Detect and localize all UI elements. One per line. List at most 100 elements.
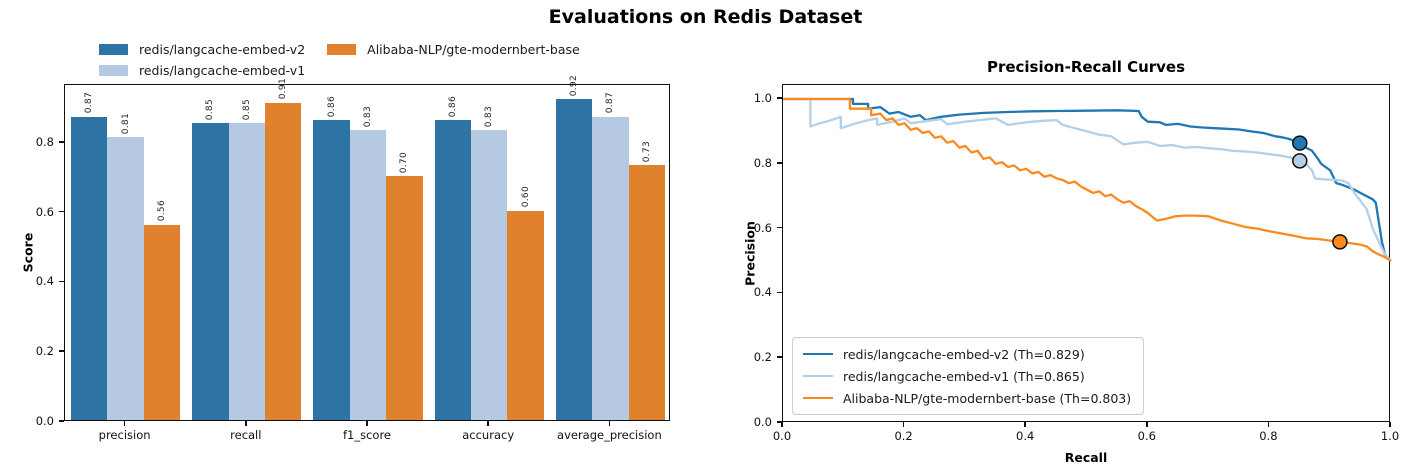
figure-title: Evaluations on Redis Dataset (548, 6, 863, 28)
legend-entry-label: redis/langcache-embed-v2 (Th=0.829) (843, 346, 1085, 362)
bar-value-label: 0.86 (326, 95, 337, 117)
y-tick-mark (59, 210, 64, 213)
bar-recall-v1 (228, 123, 265, 420)
x-tick-label: 0.0 (772, 429, 792, 443)
x-tick-label: 0.2 (894, 429, 913, 443)
legend-entry: redis/langcache-embed-v1 (Th=0.865) (803, 367, 1131, 385)
bar-value-label: 0.60 (520, 186, 531, 208)
pr-curve-2 (783, 97, 1392, 262)
legend-color-swatch (327, 43, 357, 55)
bar-average_precision-v2 (555, 99, 593, 420)
pr-curve-0 (783, 97, 1392, 262)
bar-value-label: 0.70 (399, 151, 410, 173)
y-tick-mark (59, 141, 64, 143)
legend-entry-label: redis/langcache-embed-v1 (139, 62, 306, 78)
x-tick-label: 0.8 (1259, 429, 1278, 443)
x-tick-mark (1024, 422, 1026, 427)
bar-value-label: 0.83 (363, 106, 373, 128)
bar-average_precision-gte (628, 165, 665, 420)
bar-recall-gte (265, 102, 302, 420)
bar-value-label: 0.92 (569, 74, 579, 97)
x-tick-label: 0.4 (1016, 429, 1035, 443)
x-tick-label: 1.0 (1380, 429, 1400, 443)
legend-entry: Alibaba-NLP/gte-modernbert-base (Th=0.80… (803, 389, 1131, 407)
bar-value-label: 0.86 (447, 95, 458, 117)
pr-curve-1 (783, 97, 1392, 262)
y-tick-mark (777, 162, 782, 164)
y-tick-label: 0.0 (753, 415, 772, 429)
legend-column: Alibaba-NLP/gte-modernbert-base (327, 40, 580, 79)
x-tick-label: 0.6 (1137, 429, 1156, 443)
bar-value-label: 0.87 (84, 92, 95, 114)
legend-entry: redis/langcache-embed-v2 (Th=0.829) (803, 345, 1131, 363)
x-tick-mark (123, 421, 126, 426)
legend-entry-label: Alibaba-NLP/gte-modernbert-base (367, 41, 580, 57)
y-tick-mark (777, 421, 782, 423)
bar-value-label: 0.85 (241, 99, 252, 121)
legend-entry: redis/langcache-embed-v1 (99, 61, 305, 79)
y-tick-label: 0.0 (35, 414, 54, 428)
pr-curves-svg (783, 97, 1392, 262)
bar-value-label: 0.81 (120, 113, 131, 135)
legend-entry-label: redis/langcache-embed-v2 (139, 41, 306, 57)
x-tick-mark (366, 421, 368, 426)
x-tick-mark (1267, 422, 1270, 427)
threshold-marker-2 (1332, 234, 1348, 250)
legend-column: redis/langcache-embed-v2 redis/langcache-… (99, 40, 305, 79)
y-tick-label: 0.2 (753, 350, 772, 365)
pr-chart-xlabel: Recall (1064, 450, 1108, 465)
legend-entry: Alibaba-NLP/gte-modernbert-base (327, 40, 580, 58)
y-tick-mark (59, 280, 64, 283)
x-tick-label: accuracy (462, 428, 515, 442)
y-tick-label: 0.4 (35, 274, 54, 289)
y-tick-label: 0.4 (753, 285, 772, 300)
y-tick-label: 0.6 (35, 204, 54, 219)
x-tick-mark (1389, 422, 1391, 427)
bar-precision-v2 (71, 116, 108, 420)
threshold-marker-0 (1292, 135, 1308, 151)
bar-chart-plot-area: 0.87 0.81 0.56 0.85 0.85 0.91 0.86 0.83 0.70 0.86… (64, 75, 670, 421)
bar-precision-gte (143, 224, 181, 420)
y-tick-label: 0.8 (753, 155, 772, 170)
y-tick-mark (777, 97, 782, 99)
pr-chart-legend: redis/langcache-embed-v2 (Th=0.829) redis… (792, 337, 1145, 415)
bar-value-label: 0.87 (605, 92, 616, 114)
bar-chart-ylabel: Score (20, 232, 36, 273)
x-tick-label: recall (230, 428, 262, 442)
bar-value-label: 0.56 (157, 200, 167, 222)
legend-entry-label: redis/langcache-embed-v1 (Th=0.865) (843, 368, 1085, 384)
bar-precision-v1 (107, 137, 144, 420)
y-tick-mark (59, 420, 64, 422)
bar-chart-legend: redis/langcache-embed-v2 redis/langcache-… (99, 40, 580, 79)
bar-value-label: 0.73 (641, 141, 652, 163)
bar-average_precision-v1 (592, 116, 629, 420)
legend-entry-label: Alibaba-NLP/gte-modernbert-base (Th=0.80… (843, 390, 1132, 406)
bar-f1_score-gte (386, 175, 423, 420)
x-tick-mark (1146, 422, 1148, 427)
legend-color-swatch (99, 43, 128, 55)
pr-chart-title: Precision-Recall Curves (986, 58, 1186, 76)
y-tick-mark (777, 226, 782, 229)
bar-value-label: 0.91 (278, 78, 289, 100)
bar-accuracy-v2 (434, 119, 471, 420)
y-tick-label: 0.8 (35, 134, 54, 149)
bar-accuracy-v1 (471, 130, 508, 420)
x-tick-mark (608, 421, 611, 426)
bar-value-label: 0.85 (205, 99, 216, 121)
x-tick-label: precision (98, 428, 151, 442)
x-tick-mark (245, 421, 247, 426)
y-tick-mark (777, 356, 782, 358)
x-tick-mark (781, 422, 783, 427)
y-tick-label: 0.6 (753, 220, 772, 235)
legend-color-swatch (99, 64, 128, 76)
y-tick-label: 1.0 (753, 91, 772, 105)
legend-entry: redis/langcache-embed-v2 (99, 40, 305, 58)
bar-accuracy-gte (507, 210, 544, 420)
y-tick-mark (777, 291, 782, 294)
x-tick-mark (487, 421, 489, 426)
x-tick-label: average_precision (557, 428, 662, 442)
x-tick-mark (902, 422, 905, 427)
bar-recall-v2 (192, 123, 229, 420)
legend-line-swatch (803, 375, 833, 377)
